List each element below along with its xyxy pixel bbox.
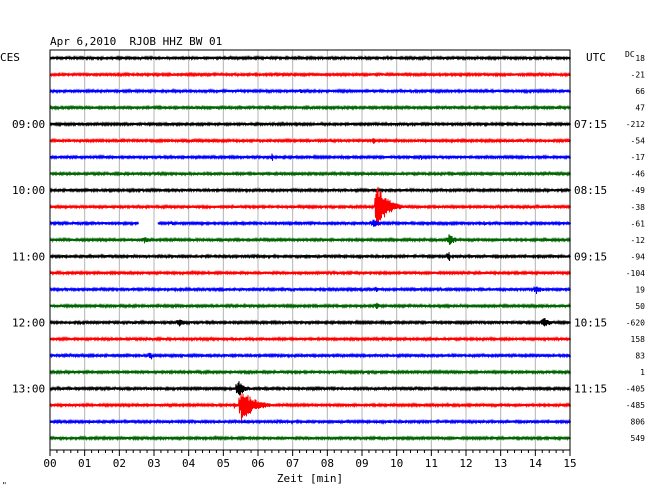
left-time-label: 13:00 [12, 383, 45, 396]
seismic-trace [49, 381, 571, 396]
dc-offset-label: 158 [631, 335, 646, 344]
seismic-trace [49, 252, 571, 262]
dc-offset-label: -17 [631, 153, 646, 162]
right-time-label: 08:15 [574, 184, 607, 197]
x-tick-label: 00 [43, 457, 56, 470]
x-axis: 00 01 02 03 04 05 06 07 08 09 10 11 12 13 14 15 [43, 450, 577, 470]
right-time-label: 10:15 [574, 316, 607, 329]
dc-offset-label: 549 [631, 434, 646, 443]
plot-frame [49, 49, 571, 451]
dc-offset-label: 18 [635, 54, 645, 63]
corner-mark: " [2, 481, 7, 490]
right-zone-label: UTC [586, 51, 606, 64]
right-time-label: 09:15 [574, 250, 607, 263]
x-tick-label: 15 [563, 457, 576, 470]
dc-header-label: DC [625, 50, 635, 59]
x-tick-label: 07 [286, 457, 299, 470]
grid-lines [84, 50, 536, 450]
left-time-label: 12:00 [12, 316, 45, 329]
dc-offset-label: -94 [631, 252, 646, 261]
x-tick-label: 10 [390, 457, 403, 470]
left-time-label: 09:00 [12, 118, 45, 131]
seismic-trace [49, 352, 571, 360]
seismic-trace [49, 219, 571, 227]
seismic-trace [49, 234, 571, 245]
seismic-trace [49, 71, 571, 78]
dc-offset-label: -620 [626, 318, 645, 327]
dc-offset-label: 19 [635, 285, 645, 294]
seismic-trace [49, 335, 571, 343]
x-tick-label: 01 [78, 457, 91, 470]
dc-offset-label: 83 [635, 352, 645, 361]
dc-offset-label: -104 [626, 269, 645, 278]
seismic-trace [49, 170, 571, 177]
right-time-label: 11:15 [574, 383, 607, 396]
x-tick-label: 06 [251, 457, 264, 470]
dc-offset-label: -405 [626, 385, 645, 394]
dc-offset-label: -54 [631, 137, 646, 146]
seismic-trace [49, 418, 571, 425]
x-tick-label: 12 [459, 457, 472, 470]
seismic-trace [49, 186, 571, 226]
dc-offset-label: 1 [640, 368, 645, 377]
seismic-trace [49, 87, 571, 95]
chart-title: Apr 6,2010 RJOB HHZ BW 01 [50, 35, 222, 48]
seismic-trace [49, 286, 571, 295]
seismic-trace [49, 153, 571, 161]
x-tick-label: 14 [529, 457, 543, 470]
seismic-trace [49, 368, 571, 376]
x-tick-label: 05 [217, 457, 230, 470]
right-time-labels: 07:15 08:15 09:15 10:15 11:15 [574, 118, 607, 395]
seismic-trace [49, 318, 571, 327]
seismic-trace [49, 434, 571, 442]
left-time-label: 11:00 [12, 250, 45, 263]
dc-offset-label: 47 [635, 104, 645, 113]
dc-offset-label: -38 [631, 203, 646, 212]
x-axis-label: Zeit [min] [277, 472, 343, 485]
seismic-trace [49, 120, 571, 128]
x-tick-label: 11 [425, 457, 438, 470]
left-zone-label: CES [0, 51, 20, 64]
x-tick-label: 03 [147, 457, 160, 470]
seismic-trace [49, 302, 571, 310]
dc-offset-labels: 18 -21 66 47 -212 -54 -17 -46 -49 -38 -61 -12 -94 -10… [626, 54, 645, 443]
dc-offset-label: 66 [635, 87, 645, 96]
dc-offset-label: -212 [626, 120, 645, 129]
right-time-label: 07:15 [574, 118, 607, 131]
dc-offset-label: -49 [631, 186, 646, 195]
x-tick-label: 04 [182, 457, 196, 470]
seismic-trace [49, 269, 571, 277]
seismic-trace [49, 393, 571, 422]
dc-offset-label: -12 [631, 236, 646, 245]
x-tick-label: 13 [494, 457, 507, 470]
dc-offset-label: -485 [626, 401, 645, 410]
dc-offset-label: -46 [631, 170, 646, 179]
dc-offset-label: 806 [631, 418, 646, 427]
dc-offset-label: -21 [631, 71, 646, 80]
left-time-label: 10:00 [12, 184, 45, 197]
x-tick-label: 09 [355, 457, 368, 470]
seismic-trace [49, 137, 571, 144]
x-tick-label: 02 [113, 457, 126, 470]
trace-group [49, 54, 571, 442]
dc-offset-label: 50 [635, 302, 645, 311]
seismic-trace [49, 54, 571, 62]
left-time-labels: 09:00 10:00 11:00 12:00 13:00 [12, 118, 45, 395]
x-tick-label: 08 [321, 457, 334, 470]
dc-offset-label: -61 [631, 219, 646, 228]
seismic-trace [49, 104, 571, 111]
seismic-trace [49, 187, 571, 194]
